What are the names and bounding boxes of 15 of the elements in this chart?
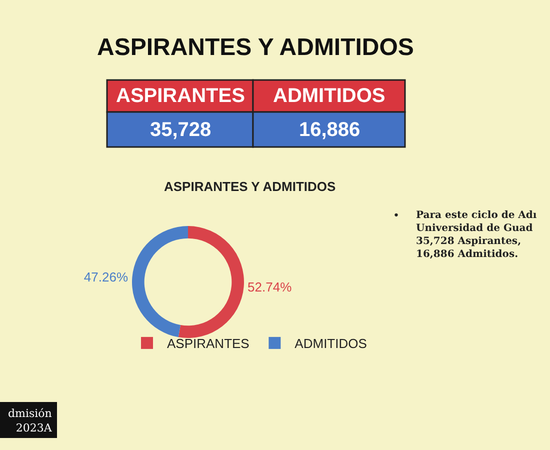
chart-title: ASPIRANTES Y ADMITIDOS bbox=[97, 34, 414, 61]
text: 35,728 bbox=[150, 119, 212, 141]
text: ADMITIDOS bbox=[273, 85, 386, 107]
chart-subtitle: ASPIRANTES Y ADMITIDOS bbox=[164, 179, 336, 194]
donut-slice bbox=[178, 226, 244, 338]
donut-slice bbox=[132, 226, 188, 338]
data-label: 52.74% bbox=[248, 279, 292, 294]
text: dmisión 2023A bbox=[8, 407, 53, 434]
text: 16,886 bbox=[299, 119, 360, 141]
text: ASPIRANTES bbox=[116, 85, 245, 107]
text: • bbox=[393, 209, 400, 222]
legend-label: ADMITIDOS bbox=[294, 336, 368, 352]
legend-label: ASPIRANTES bbox=[167, 336, 250, 352]
text: Para este ciclo de Adı Universidad de Guad 35,728 Aspirantes, 16,886 Admitidos. bbox=[416, 210, 537, 260]
data-label: 47.26% bbox=[84, 270, 128, 285]
